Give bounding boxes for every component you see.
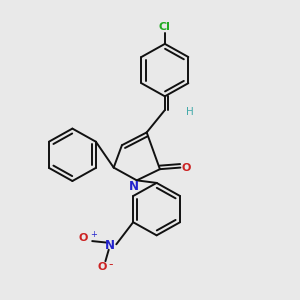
Text: +: + bbox=[90, 230, 97, 239]
Text: N: N bbox=[105, 239, 116, 252]
Text: -: - bbox=[109, 258, 113, 271]
Text: O: O bbox=[98, 262, 107, 272]
Text: O: O bbox=[79, 233, 88, 243]
Text: N: N bbox=[129, 180, 139, 193]
Text: Cl: Cl bbox=[159, 22, 171, 32]
Text: O: O bbox=[182, 163, 191, 172]
Text: H: H bbox=[186, 106, 194, 117]
